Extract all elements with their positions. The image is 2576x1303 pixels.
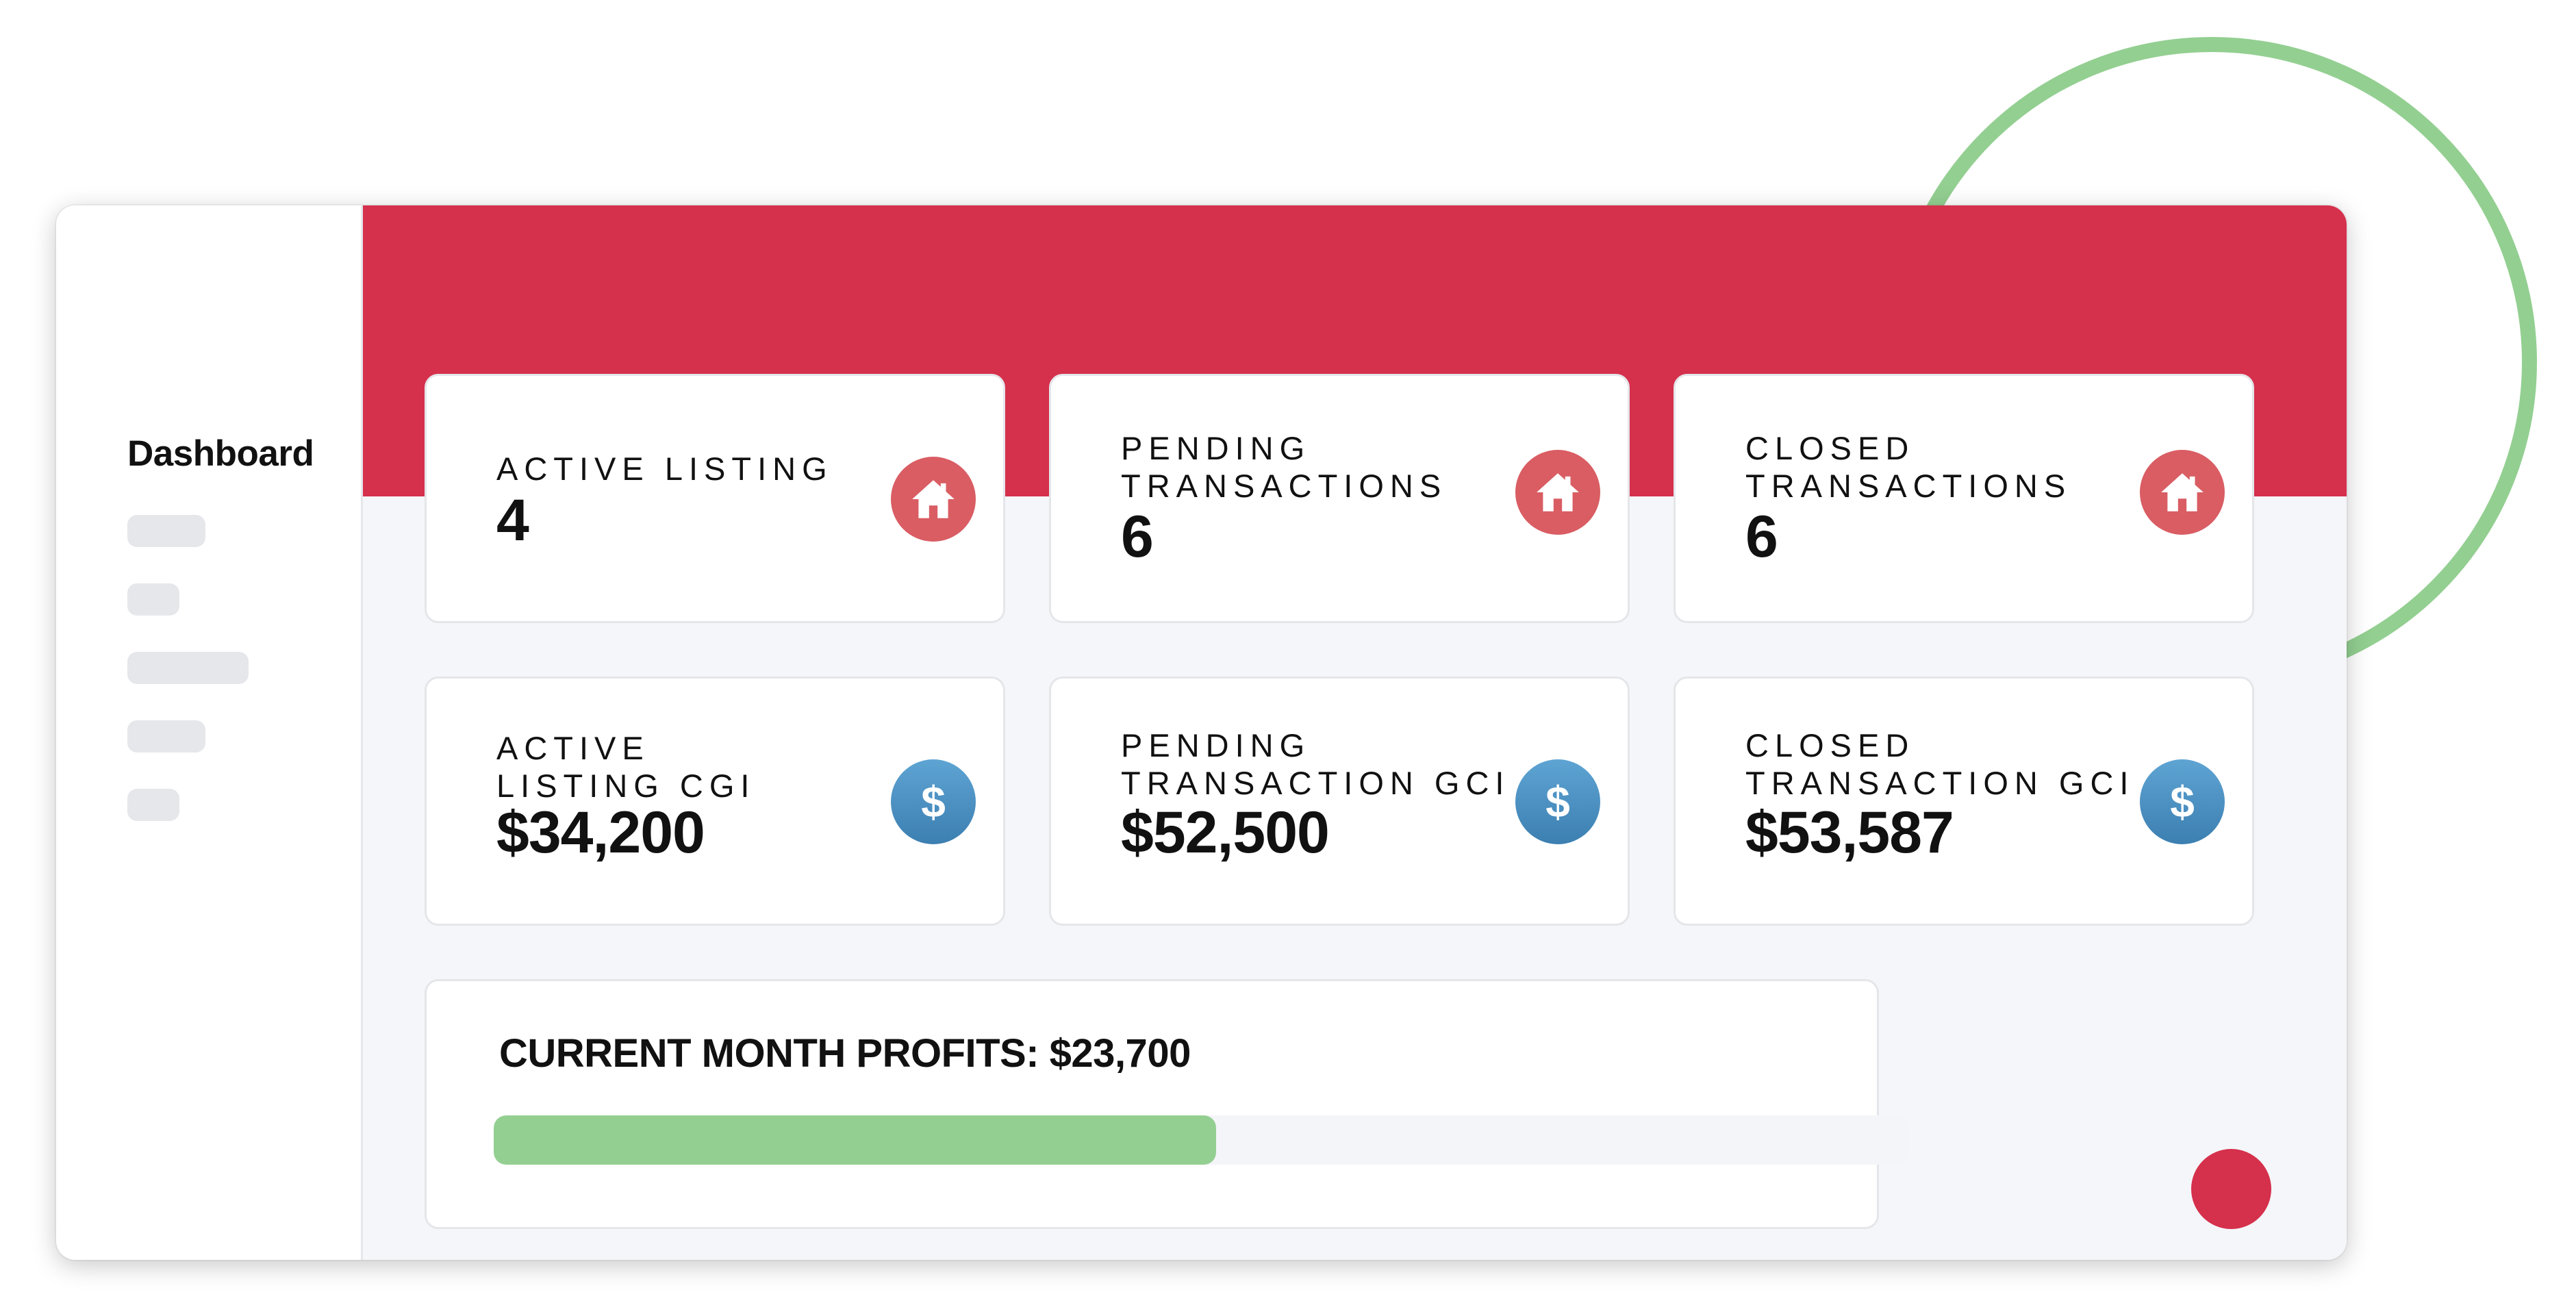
card-label: ACTIVE LISTING [496, 451, 833, 487]
card-value: 6 [1121, 504, 1154, 570]
card-value: 6 [1745, 504, 1778, 570]
card-value: $53,587 [1745, 800, 1954, 865]
profits-title: CURRENT MONTH PROFITS: $23,700 [499, 1031, 1191, 1076]
house-icon [891, 457, 976, 542]
card-label: PENDING TRANSACTION GCI [1121, 727, 1511, 801]
dollar-icon: $ [2140, 759, 2225, 844]
card-value: $52,500 [1121, 800, 1330, 865]
stat-card-closed-transaction-gci[interactable]: CLOSED TRANSACTION GCI $53,587 $ [1674, 676, 2254, 926]
house-icon [1515, 450, 1600, 535]
sidebar-item-placeholder[interactable] [127, 720, 205, 752]
dollar-icon: $ [1515, 759, 1600, 844]
sidebar: Dashboard [56, 205, 363, 1260]
card-label: ACTIVE LISTING CGI [496, 730, 756, 804]
card-label: CLOSED TRANSACTIONS [1745, 430, 2072, 504]
app-window: Dashboard ACTIVE LISTING 4 PENDING TRANS… [56, 205, 2347, 1260]
sidebar-item-placeholder[interactable] [127, 652, 249, 684]
dollar-glyph: $ [921, 777, 946, 826]
stat-card-pending-transaction-gci[interactable]: PENDING TRANSACTION GCI $52,500 $ [1049, 676, 1630, 926]
profits-progress-bar [494, 1115, 1910, 1165]
card-label: CLOSED TRANSACTION GCI [1745, 727, 2135, 801]
stat-card-closed-transactions[interactable]: CLOSED TRANSACTIONS 6 [1674, 374, 2254, 623]
card-label: PENDING TRANSACTIONS [1121, 430, 1448, 504]
sidebar-item-placeholder[interactable] [127, 583, 179, 616]
sidebar-item-placeholder[interactable] [127, 515, 205, 547]
sidebar-item-placeholder[interactable] [127, 789, 179, 821]
floating-action-button[interactable] [2191, 1149, 2271, 1229]
profits-progress-fill [494, 1115, 1216, 1165]
stat-card-active-listing[interactable]: ACTIVE LISTING 4 [425, 374, 1005, 623]
sidebar-title: Dashboard [127, 433, 314, 474]
house-icon [2140, 450, 2225, 535]
stat-card-active-listing-cgi[interactable]: ACTIVE LISTING CGI $34,200 $ [425, 676, 1005, 926]
dollar-glyph: $ [1545, 777, 1570, 826]
profits-card: CURRENT MONTH PROFITS: $23,700 [425, 979, 1910, 1229]
card-value: $34,200 [496, 800, 705, 865]
card-value: 4 [496, 488, 529, 553]
dollar-glyph: $ [2170, 777, 2195, 826]
stat-card-pending-transactions[interactable]: PENDING TRANSACTIONS 6 [1049, 374, 1630, 623]
dollar-icon: $ [891, 759, 976, 844]
